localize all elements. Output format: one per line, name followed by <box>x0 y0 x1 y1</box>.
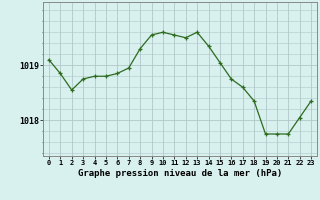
X-axis label: Graphe pression niveau de la mer (hPa): Graphe pression niveau de la mer (hPa) <box>78 169 282 178</box>
